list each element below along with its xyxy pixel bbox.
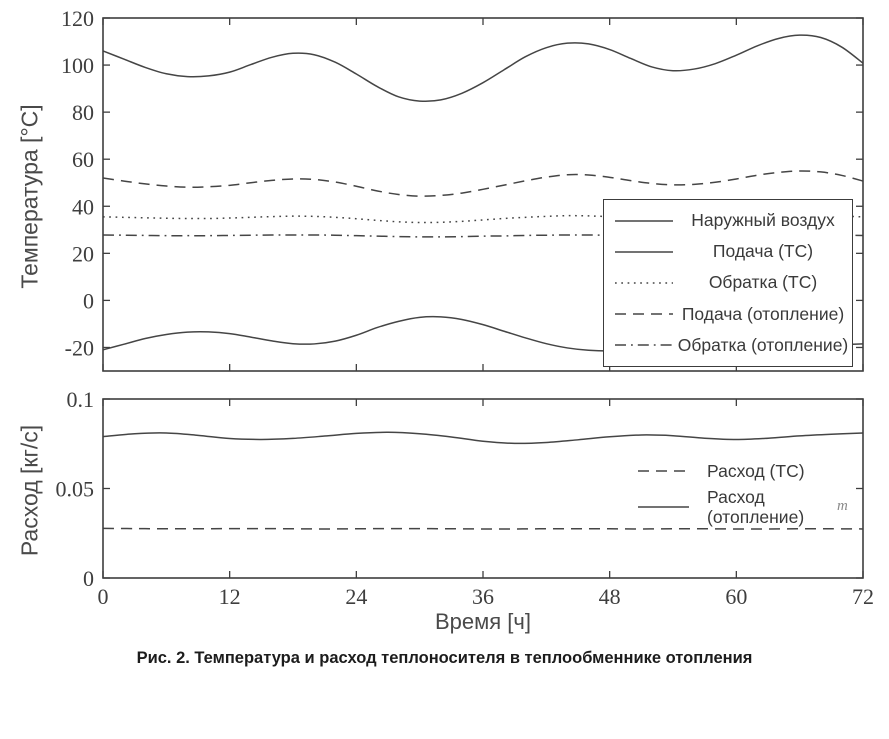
legend-label: Обратка (отопление) [677,334,849,355]
legend-label: Подача (отопление) [681,303,845,324]
plot-area-1: 0 12 24 36 48 60 72 0 0.05 0.1 [56,387,875,609]
solid-line-sample-icon [615,250,673,253]
curve-Подача (ТС) [102,34,864,103]
y-tick-label: 80 [72,100,94,125]
y-tick-label: 0.05 [56,477,95,502]
flow-axis-label: Расход [кг/с] [16,424,43,557]
legend-item-supply-heating: Подача (отопление) [604,304,852,325]
y-tick-label: 0.1 [67,387,95,412]
legend-label: Расход (отопление) [707,487,805,528]
flow-legend: Расход (ТС) Расход (отопление) [637,458,819,527]
legend-item-flow-tc: Расход (ТС) [637,458,819,484]
x-tick-label: 24 [345,584,367,609]
dashed-line-sample-icon [638,470,689,472]
y-tick-label: 20 [72,241,94,266]
curve-Подача (отопление) [102,170,864,197]
y-tick-label: -20 [65,335,94,360]
scan-artifact-glyph: т [837,498,848,514]
legend-item-return-heating: Обратка (отопление) [604,335,852,356]
x-tick-label: 12 [219,584,241,609]
dashdot-line-sample-icon [615,344,673,347]
y-tick-label: 0 [83,566,94,591]
legend-item-supply-tc: Подача (ТС) [604,241,852,262]
charts-svg: -20 0 20 40 60 80 100 120 0 12 24 36 48 60 72 0 0.05 0.1 [56,6,875,609]
legend-item-return-tc: Обратка (ТС) [604,272,852,293]
solid-line-sample-icon [638,506,689,508]
legend-item-flow-heating: Расход (отопление) [637,487,819,527]
dashed-line-sample-icon [615,313,673,315]
figure-caption: Рис. 2. Температура и расход теплоносите… [136,649,753,667]
y-tick-label: 60 [72,147,94,172]
x-tick-label: 48 [599,584,621,609]
legend-label: Обратка (ТС) [708,272,818,293]
time-axis-label: Время [ч] [435,609,531,634]
legend-label: Наружный воздух [691,210,835,231]
curve-Расход (ТС) [102,527,864,530]
curve-Обратка (ТС) [102,214,864,224]
x-tick-label: 0 [98,584,109,609]
y-tick-label: 100 [61,53,94,78]
x-tick-label: 36 [472,584,494,609]
legend-label: Расход (ТС) [707,460,805,481]
y-tick-label: 120 [61,6,94,31]
legend-item-outdoor-air: Наружный воздух [604,210,852,231]
x-tick-label: 60 [725,584,747,609]
y-tick-label: 40 [72,194,94,219]
y-tick-label: 0 [83,288,94,313]
temperature-legend: Наружный воздух Подача (ТС) Обратка (ТС)… [603,199,853,367]
solid-line-sample-icon [615,219,673,222]
legend-label: Подача (ТС) [712,241,814,262]
curve-Расход (отопление) [102,431,864,445]
dotted-line-sample-icon [615,282,673,284]
x-tick-label: 72 [852,584,874,609]
plot-area-0: -20 0 20 40 60 80 100 120 [61,6,864,372]
